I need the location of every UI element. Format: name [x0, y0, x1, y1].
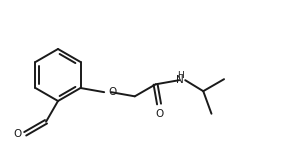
Text: O: O — [13, 129, 21, 139]
Text: O: O — [155, 109, 163, 119]
Text: O: O — [108, 87, 116, 97]
Text: N: N — [176, 75, 184, 85]
Text: H: H — [177, 71, 184, 80]
